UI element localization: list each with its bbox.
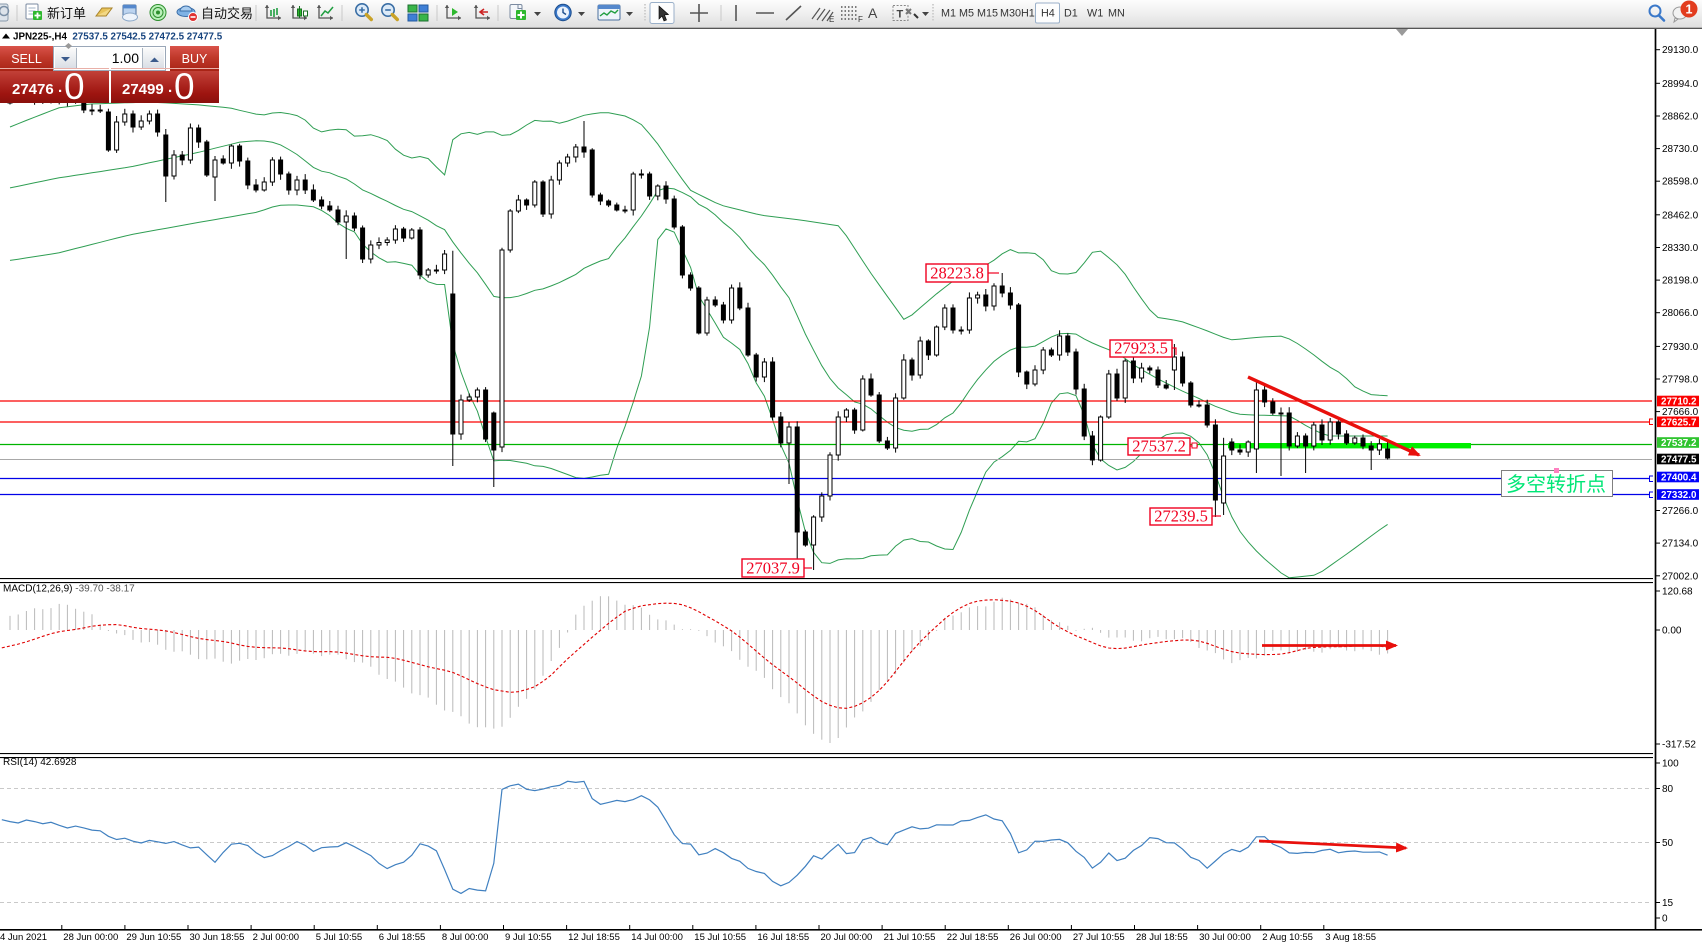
svg-text:H1: H1 [1021,8,1035,20]
svg-text:27930.0: 27930.0 [1662,342,1699,353]
svg-text:27477.5: 27477.5 [1661,455,1697,466]
svg-text:27537.2: 27537.2 [1132,437,1186,456]
svg-text:29130.0: 29130.0 [1662,45,1699,56]
svg-text:MACD(12,26,9) -39.70 -38.17: MACD(12,26,9) -39.70 -38.17 [3,584,135,595]
svg-text:JPN225-,H4 27537.5 27542.5 27: JPN225-,H4 27537.5 27542.5 27472.5 27477… [13,32,223,43]
svg-text:27266.0: 27266.0 [1662,506,1699,517]
svg-text:27400.4: 27400.4 [1661,473,1697,484]
svg-text:T: T [897,9,904,21]
svg-text:E: E [829,15,834,24]
svg-text:8 Jul 00:00: 8 Jul 00:00 [442,932,488,943]
svg-text:50: 50 [1662,838,1674,849]
svg-text:30 Jun 18:55: 30 Jun 18:55 [190,932,245,943]
svg-text:27666.0: 27666.0 [1662,407,1699,418]
svg-text:27 Jul 10:55: 27 Jul 10:55 [1073,932,1125,943]
svg-text:27710.2: 27710.2 [1661,397,1697,408]
svg-text:27537.2: 27537.2 [1661,438,1697,449]
svg-text:28462.0: 28462.0 [1662,210,1699,221]
svg-text:28994.0: 28994.0 [1662,79,1699,90]
svg-text:D1: D1 [1064,8,1078,20]
svg-text:29 Jun 10:55: 29 Jun 10:55 [126,932,181,943]
svg-text:15 Jul 10:55: 15 Jul 10:55 [694,932,746,943]
svg-text:-317.52: -317.52 [1662,740,1696,751]
svg-text:100: 100 [1662,759,1679,770]
svg-text:15: 15 [1662,898,1674,909]
svg-text:16 Jul 18:55: 16 Jul 18:55 [757,932,809,943]
svg-text:28330.0: 28330.0 [1662,243,1699,254]
svg-text:M15: M15 [977,8,998,20]
svg-text:27798.0: 27798.0 [1662,375,1699,386]
svg-text:27332.0: 27332.0 [1661,490,1697,501]
svg-text:6 Jul 18:55: 6 Jul 18:55 [379,932,425,943]
svg-text:28862.0: 28862.0 [1662,112,1699,123]
svg-text:26 Jul 00:00: 26 Jul 00:00 [1010,932,1062,943]
svg-text:2 Aug 10:55: 2 Aug 10:55 [1262,932,1313,943]
svg-text:28066.0: 28066.0 [1662,308,1699,319]
svg-text:80: 80 [1662,784,1674,795]
svg-text:12 Jul 18:55: 12 Jul 18:55 [568,932,620,943]
svg-text:28198.0: 28198.0 [1662,276,1699,287]
svg-text:28 Jul 18:55: 28 Jul 18:55 [1136,932,1188,943]
svg-text:27037.9: 27037.9 [746,559,800,578]
svg-text:A: A [868,5,878,21]
svg-text:M1: M1 [941,8,956,20]
svg-text:3 Aug 18:55: 3 Aug 18:55 [1325,932,1376,943]
svg-text:28730.0: 28730.0 [1662,144,1699,155]
svg-text:30 Jul 00:00: 30 Jul 00:00 [1199,932,1251,943]
svg-text:21 Jul 10:55: 21 Jul 10:55 [884,932,936,943]
svg-text:20 Jul 00:00: 20 Jul 00:00 [821,932,873,943]
svg-text:M5: M5 [959,8,974,20]
svg-text:27625.7: 27625.7 [1661,417,1697,428]
svg-text:4 Jun 2021: 4 Jun 2021 [0,932,47,943]
svg-text:2 Jul 00:00: 2 Jul 00:00 [253,932,299,943]
svg-text:自动交易: 自动交易 [201,6,253,21]
svg-text:22 Jul 18:55: 22 Jul 18:55 [947,932,999,943]
svg-text:14 Jul 00:00: 14 Jul 00:00 [631,932,683,943]
svg-text:F: F [858,15,863,24]
svg-text:27239.5: 27239.5 [1154,507,1208,526]
svg-text:9 Jul 10:55: 9 Jul 10:55 [505,932,551,943]
svg-text:RSI(14) 42.6928: RSI(14) 42.6928 [3,757,77,768]
svg-text:27134.0: 27134.0 [1662,539,1699,550]
svg-text:5 Jul 10:55: 5 Jul 10:55 [316,932,362,943]
svg-text:0: 0 [1662,914,1668,925]
svg-text:27002.0: 27002.0 [1662,571,1699,582]
svg-text:多空转折点: 多空转折点 [1506,473,1606,496]
svg-text:28598.0: 28598.0 [1662,177,1699,188]
svg-text:W1: W1 [1087,8,1103,20]
svg-text:0.00: 0.00 [1662,626,1682,637]
svg-text:M30: M30 [1000,8,1021,20]
svg-text:新订单: 新订单 [47,6,86,21]
svg-text:1: 1 [1686,3,1693,17]
svg-text:27923.5: 27923.5 [1114,339,1168,358]
svg-text:28223.8: 28223.8 [930,264,984,283]
svg-text:28 Jun 00:00: 28 Jun 00:00 [63,932,118,943]
svg-text:MN: MN [1108,8,1125,20]
svg-text:H4: H4 [1041,8,1055,20]
svg-text:120.68: 120.68 [1662,587,1693,598]
